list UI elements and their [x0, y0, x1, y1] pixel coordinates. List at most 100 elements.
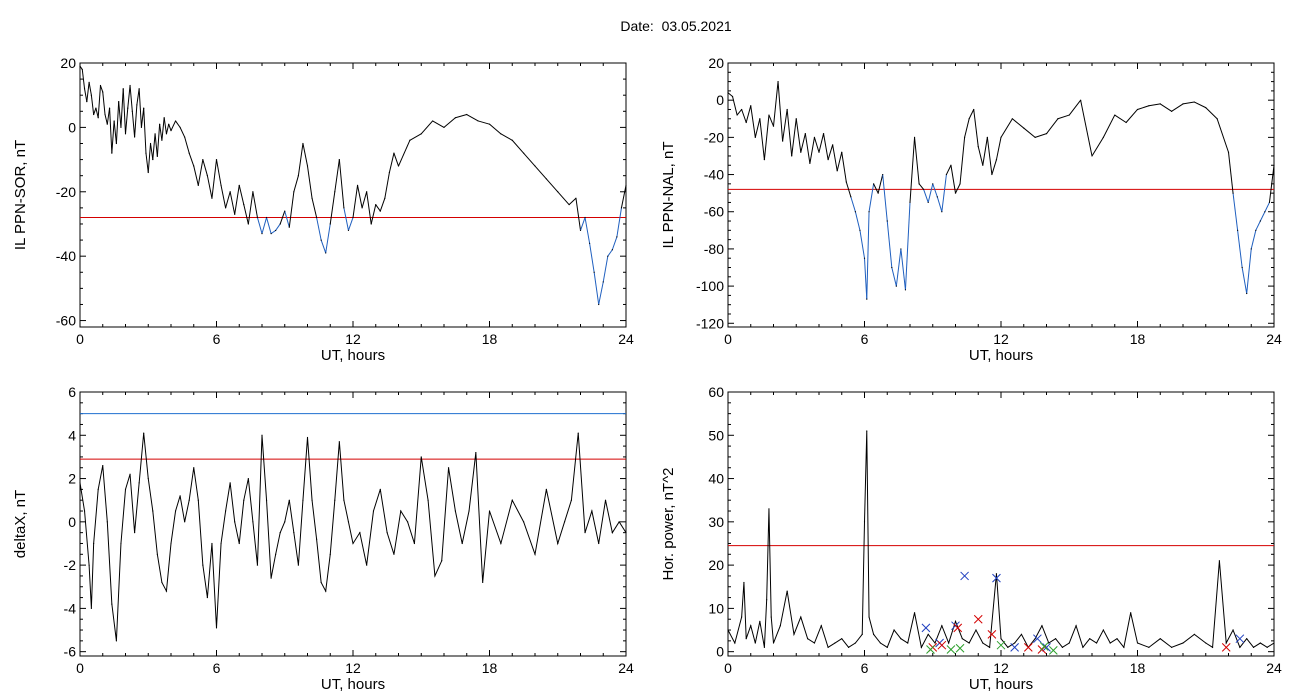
y-tick-label: 20 [60, 55, 76, 71]
marker-red [1221, 642, 1231, 652]
x-tick-label: 12 [993, 660, 1009, 676]
data-point [161, 139, 163, 141]
series-segment [379, 198, 386, 212]
series-segment [1268, 165, 1275, 203]
data-point [523, 152, 525, 154]
data-point [316, 538, 318, 540]
series-segment [945, 165, 952, 175]
data-point [895, 285, 897, 287]
series-segment [106, 108, 111, 125]
series-segment [1057, 114, 1070, 120]
series-segment [1228, 152, 1234, 194]
marker-blue [921, 623, 931, 633]
series-segment [584, 217, 591, 244]
data-point [95, 107, 97, 109]
series-segment [90, 95, 95, 115]
series-segment [279, 210, 286, 225]
data-point [338, 441, 340, 443]
data-point [593, 271, 595, 273]
data-point [982, 164, 984, 166]
data-point [877, 192, 879, 194]
series-segment [206, 175, 213, 199]
marker-green [955, 643, 965, 653]
series-segment [145, 153, 149, 173]
data-point [284, 210, 286, 212]
series-segment [409, 133, 422, 141]
data-point [252, 521, 254, 523]
y-tick-label: 30 [708, 514, 724, 530]
data-point [1250, 248, 1252, 250]
series-segment [1159, 103, 1172, 112]
data-point [1193, 101, 1195, 103]
data-point [534, 553, 536, 555]
data-point [1034, 638, 1036, 640]
data-point [577, 432, 579, 434]
data-point [256, 216, 259, 219]
series-segment [500, 133, 513, 141]
y-tick-label: 60 [708, 384, 724, 400]
series-segment [325, 223, 331, 254]
data-point [727, 629, 729, 631]
data-point [202, 158, 204, 161]
data-point [238, 542, 240, 545]
data-point [1011, 118, 1013, 120]
data-point [352, 216, 354, 219]
data-point [598, 303, 600, 306]
series-segment [854, 211, 861, 231]
series-segment [388, 153, 395, 173]
series-segment [795, 118, 802, 153]
series-segment [1255, 220, 1261, 231]
series-segment [973, 109, 979, 147]
data-point [841, 638, 843, 640]
series-segment [1216, 118, 1229, 153]
series-segment [593, 272, 600, 305]
marker-red [937, 640, 947, 650]
data-point [850, 196, 852, 198]
data-point [343, 499, 345, 501]
series-segment [261, 217, 268, 234]
series-segment [964, 118, 970, 138]
series-segment [88, 82, 92, 96]
series-segment [1012, 118, 1025, 129]
data-point [1252, 646, 1255, 648]
data-point [941, 625, 943, 627]
data-point [79, 482, 81, 484]
data-point [152, 510, 154, 512]
data-point [1159, 638, 1161, 640]
data-point [188, 152, 190, 154]
y-tick-label: -4 [64, 600, 77, 616]
data-point [81, 68, 83, 71]
data-point [388, 171, 390, 174]
data-point [293, 191, 295, 193]
series-segment [982, 137, 988, 166]
data-point [384, 197, 386, 199]
series-segment [891, 267, 897, 287]
data-point [1216, 118, 1218, 120]
data-point [750, 105, 752, 107]
data-point [886, 220, 888, 222]
data-point [961, 638, 963, 640]
data-point [904, 289, 907, 291]
marker-stroke [955, 643, 965, 653]
series-segment [455, 114, 467, 119]
data-point [750, 625, 752, 627]
data-point [800, 616, 802, 618]
marker-stroke [987, 630, 997, 639]
data-point [1091, 155, 1093, 157]
x-tick-label: 12 [345, 660, 361, 676]
data-point [1225, 642, 1227, 644]
data-point [975, 629, 977, 631]
data-point [279, 223, 281, 225]
y-tick-label: -20 [704, 129, 724, 145]
data-point [140, 126, 143, 128]
series-segment [968, 109, 975, 119]
data-point [1268, 201, 1271, 204]
data-point [900, 638, 902, 640]
series-segment [955, 183, 961, 194]
series-segment [914, 137, 920, 184]
series-segment [111, 120, 115, 154]
data-point [948, 642, 950, 644]
data-point [950, 164, 952, 166]
data-point [1023, 127, 1025, 129]
data-point [782, 140, 784, 142]
